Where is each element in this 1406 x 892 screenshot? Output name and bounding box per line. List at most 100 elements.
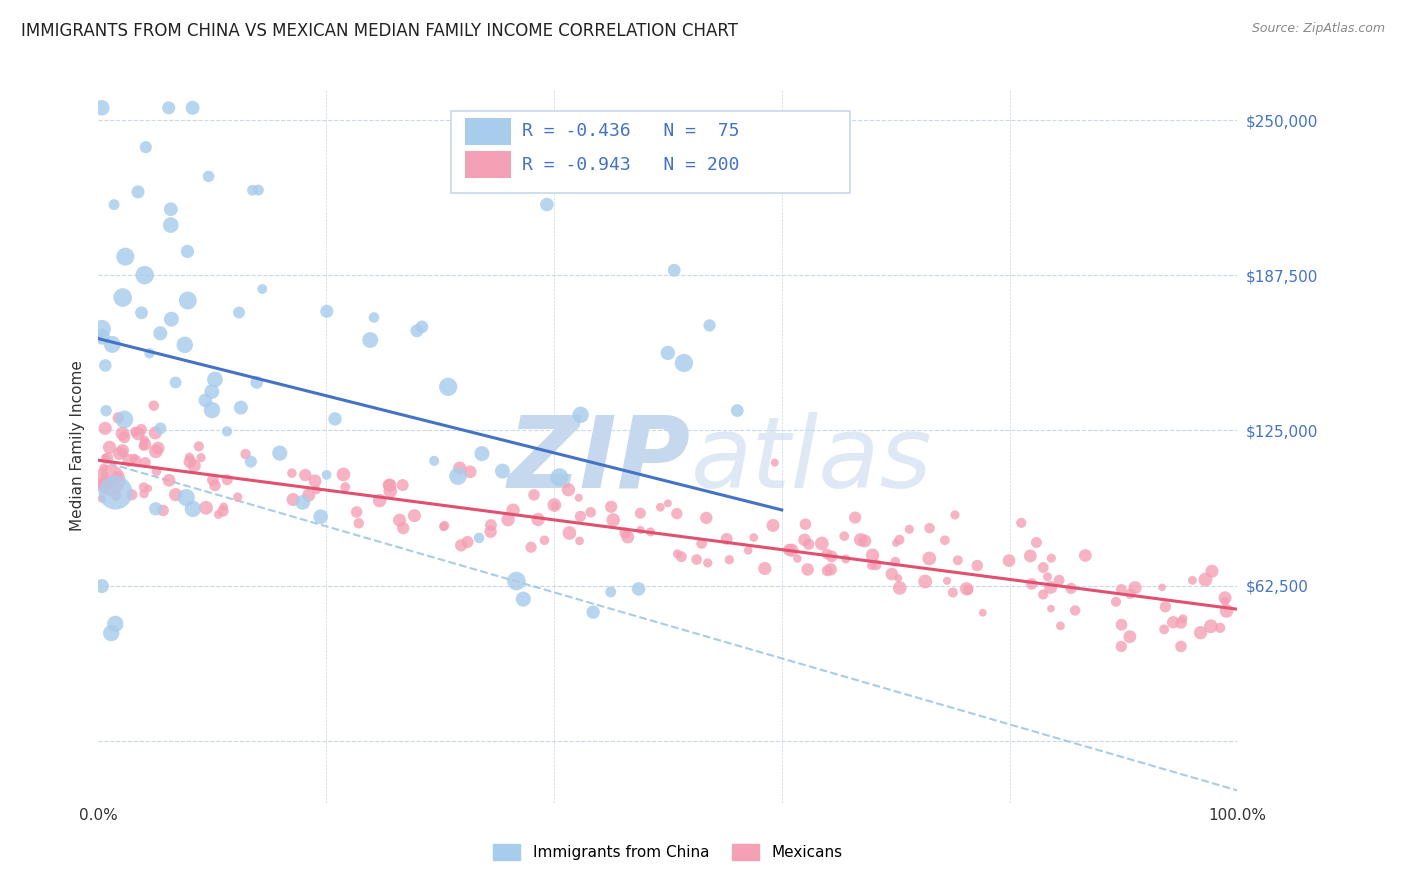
Point xyxy=(179,450,201,465)
Point xyxy=(865,558,887,572)
Point xyxy=(190,450,212,465)
Point xyxy=(90,477,112,491)
Point xyxy=(797,537,820,551)
Point xyxy=(298,488,321,502)
Point xyxy=(121,488,143,502)
Point xyxy=(378,478,401,492)
Point xyxy=(628,506,651,520)
Point xyxy=(247,183,270,197)
Point xyxy=(432,520,454,534)
Point xyxy=(690,536,713,550)
Point xyxy=(143,425,166,440)
Point xyxy=(1194,573,1216,587)
Point xyxy=(90,101,112,115)
Point xyxy=(111,291,134,305)
Point xyxy=(124,451,146,466)
Point xyxy=(1025,535,1047,549)
Point xyxy=(1039,581,1062,595)
Point xyxy=(226,490,249,504)
Point xyxy=(368,493,391,508)
Point xyxy=(662,263,685,277)
Point xyxy=(1199,619,1222,633)
Point xyxy=(450,538,472,552)
Legend: Immigrants from China, Mexicans: Immigrants from China, Mexicans xyxy=(486,838,849,866)
Point xyxy=(217,473,239,487)
Point xyxy=(548,470,571,484)
Point xyxy=(107,410,129,425)
Point xyxy=(212,500,235,514)
Point xyxy=(820,562,842,576)
Point xyxy=(794,517,817,532)
Point xyxy=(880,567,903,582)
Point xyxy=(696,556,718,570)
Point xyxy=(239,455,262,469)
Point xyxy=(1040,551,1063,566)
Point xyxy=(108,446,131,460)
Point xyxy=(568,533,591,548)
Point xyxy=(1021,577,1043,591)
Point xyxy=(96,452,118,467)
Point xyxy=(1032,587,1054,601)
Point xyxy=(543,498,565,512)
Point xyxy=(972,606,994,620)
Point xyxy=(657,496,679,510)
Point xyxy=(179,455,201,469)
Point xyxy=(97,451,120,466)
Point xyxy=(527,512,550,526)
Point xyxy=(569,408,592,422)
Point xyxy=(104,616,127,631)
Point xyxy=(94,450,117,465)
Point xyxy=(145,501,167,516)
Text: R = -0.943   N = 200: R = -0.943 N = 200 xyxy=(522,156,740,174)
Point xyxy=(1047,573,1070,587)
Point xyxy=(291,495,314,509)
Point xyxy=(93,460,115,475)
Point xyxy=(194,393,217,408)
Point xyxy=(105,469,128,483)
Point xyxy=(884,555,907,569)
Point xyxy=(94,474,117,488)
Point xyxy=(943,508,966,522)
Point xyxy=(246,376,269,390)
Point xyxy=(569,509,592,524)
Point xyxy=(112,446,135,460)
Point xyxy=(363,310,385,325)
Point xyxy=(173,338,195,352)
Point xyxy=(127,426,149,441)
Point xyxy=(406,324,429,338)
Point xyxy=(181,501,204,516)
Point xyxy=(252,282,274,296)
Point xyxy=(159,218,181,232)
Point xyxy=(145,464,167,478)
Point xyxy=(496,513,519,527)
Point xyxy=(934,533,956,548)
Point xyxy=(1060,582,1083,596)
Point xyxy=(1181,574,1204,588)
Point xyxy=(640,524,662,539)
Point xyxy=(391,478,413,492)
Point xyxy=(134,268,156,282)
Point xyxy=(614,525,637,540)
Point xyxy=(101,337,124,351)
Point xyxy=(1032,560,1054,574)
Point xyxy=(1119,587,1142,601)
Point xyxy=(134,455,156,469)
Point xyxy=(359,333,381,347)
Point xyxy=(665,507,688,521)
Point xyxy=(1105,595,1128,609)
Point xyxy=(671,549,693,564)
Point xyxy=(449,461,471,475)
Point xyxy=(832,529,855,543)
Point xyxy=(544,499,567,513)
Point xyxy=(204,478,226,492)
Point xyxy=(471,447,494,461)
Point xyxy=(235,447,257,461)
Point xyxy=(568,491,591,505)
Point xyxy=(91,474,114,488)
Point xyxy=(1189,625,1212,640)
Point xyxy=(124,453,146,467)
Point xyxy=(281,492,304,507)
Point xyxy=(142,399,165,413)
Point xyxy=(491,464,513,478)
Point xyxy=(160,202,183,217)
